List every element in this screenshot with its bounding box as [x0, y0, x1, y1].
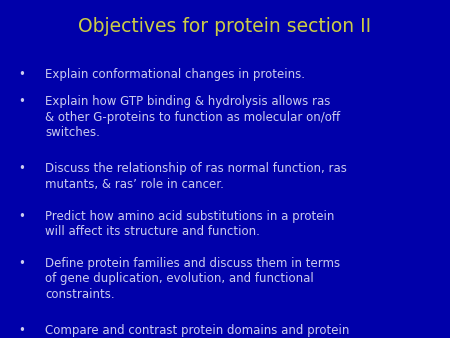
Text: •: •	[18, 162, 25, 175]
Text: •: •	[18, 68, 25, 80]
Text: Explain conformational changes in proteins.: Explain conformational changes in protei…	[45, 68, 305, 80]
Text: Discuss the relationship of ras normal function, ras
mutants, & ras’ role in can: Discuss the relationship of ras normal f…	[45, 162, 347, 191]
Text: •: •	[18, 324, 25, 337]
Text: Objectives for protein section II: Objectives for protein section II	[78, 17, 372, 36]
Text: •: •	[18, 95, 25, 108]
Text: Predict how amino acid substitutions in a protein
will affect its structure and : Predict how amino acid substitutions in …	[45, 210, 334, 238]
Text: Explain how GTP binding & hydrolysis allows ras
& other G-proteins to function a: Explain how GTP binding & hydrolysis all…	[45, 95, 340, 139]
Text: Define protein families and discuss them in terms
of gene duplication, evolution: Define protein families and discuss them…	[45, 257, 340, 301]
Text: •: •	[18, 210, 25, 222]
Text: •: •	[18, 257, 25, 270]
Text: Compare and contrast protein domains and protein
motifs.: Compare and contrast protein domains and…	[45, 324, 349, 338]
